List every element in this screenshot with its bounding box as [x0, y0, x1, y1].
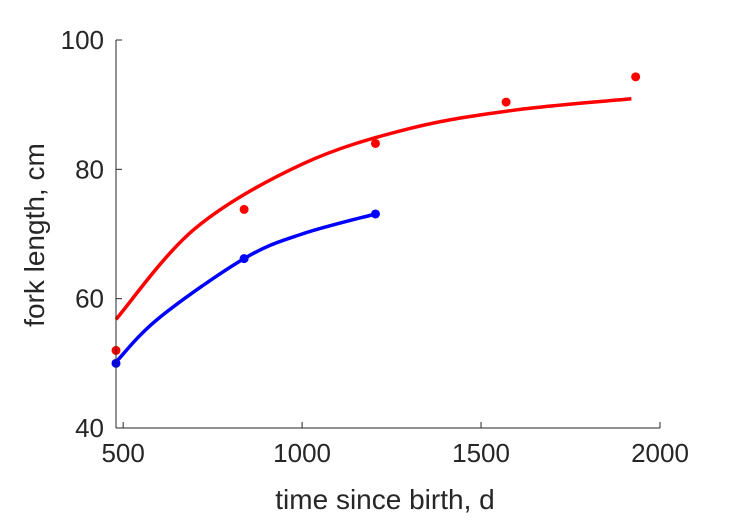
- x-tick-label: 1000: [273, 438, 331, 468]
- x-tick-label: 1500: [452, 438, 510, 468]
- data-points: [111, 72, 641, 368]
- y-tick-label: 40: [75, 413, 104, 443]
- x-tick-label: 500: [101, 438, 144, 468]
- x-tick-label: 2000: [631, 438, 689, 468]
- axes: 500 1000 1500 2000 40 60 80 100: [61, 25, 689, 468]
- data-point-series-1: [631, 72, 641, 82]
- y-tick-label: 60: [75, 284, 104, 314]
- x-axis-label: time since birth, d: [275, 484, 494, 515]
- data-point-series-1: [239, 204, 249, 214]
- data-point-series-2: [239, 254, 249, 264]
- fit-line-series-2: [114, 212, 376, 364]
- fit-lines: [114, 97, 632, 364]
- y-tick-label: 80: [75, 154, 104, 184]
- y-axis-label: fork length, cm: [19, 143, 50, 327]
- data-point-series-1: [370, 138, 380, 148]
- y-tick-label: 100: [61, 25, 104, 55]
- data-point-series-1: [501, 97, 511, 107]
- fit-line-series-1: [114, 97, 632, 321]
- data-point-series-2: [370, 209, 380, 219]
